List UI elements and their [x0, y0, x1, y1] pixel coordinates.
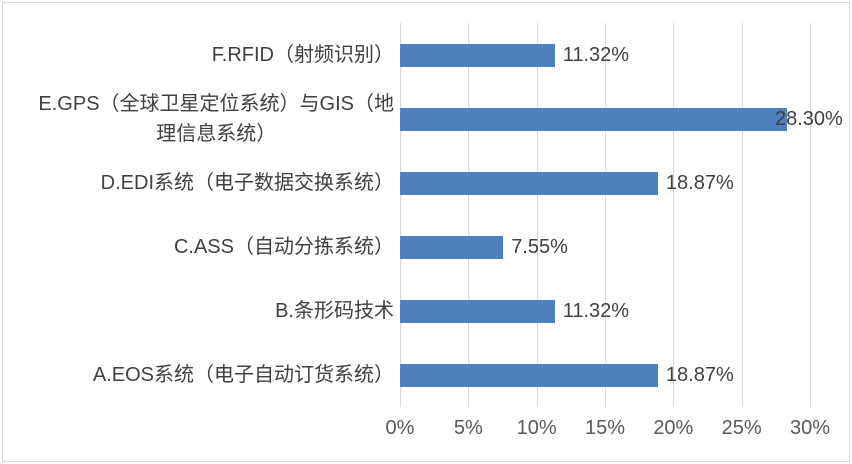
gridline: [605, 23, 606, 407]
value-label: 18.87%: [665, 171, 734, 194]
category-label: A.EOS系统（电子自动订货系统）: [92, 364, 394, 386]
category-label: F.RFID（射频识别）: [211, 44, 394, 66]
gridline: [742, 23, 743, 407]
x-tick-label: 25%: [721, 417, 762, 439]
category-label: D.EDI系统（电子数据交换系统）: [100, 172, 394, 194]
gridline: [810, 23, 811, 407]
value-label: 11.32%: [562, 299, 630, 322]
bar: [400, 107, 787, 131]
category-label: C.ASS（自动分拣系统）: [173, 236, 394, 258]
gridline: [468, 23, 469, 407]
bar: [400, 171, 658, 195]
category-label: E.GPS（全球卫星定位系统）与GIS（地 理信息系统）: [38, 93, 394, 145]
x-tick-label: 10%: [516, 417, 557, 439]
bar: [400, 363, 658, 387]
value-label: 7.55%: [511, 235, 568, 258]
bar: [400, 43, 555, 67]
x-tick-label: 15%: [584, 417, 626, 439]
value-label: 11.32%: [562, 43, 630, 66]
plot-area: 11.32% 28.30% 18.87% 7.55% 11.32% 18.87%: [400, 23, 843, 407]
value-label: 28.30%: [775, 107, 843, 130]
value-label: 18.87%: [665, 363, 734, 386]
category-label: B.条形码技术: [275, 300, 394, 322]
gridline: [537, 23, 538, 407]
gridline: [673, 23, 674, 407]
bar: [400, 235, 504, 259]
x-tick-label: 20%: [653, 417, 694, 439]
bar: [400, 299, 555, 323]
gridline: [400, 23, 401, 407]
x-tick-label: 5%: [453, 417, 483, 439]
x-tick-label: 30%: [789, 417, 831, 439]
x-tick-label: 0%: [385, 417, 415, 439]
